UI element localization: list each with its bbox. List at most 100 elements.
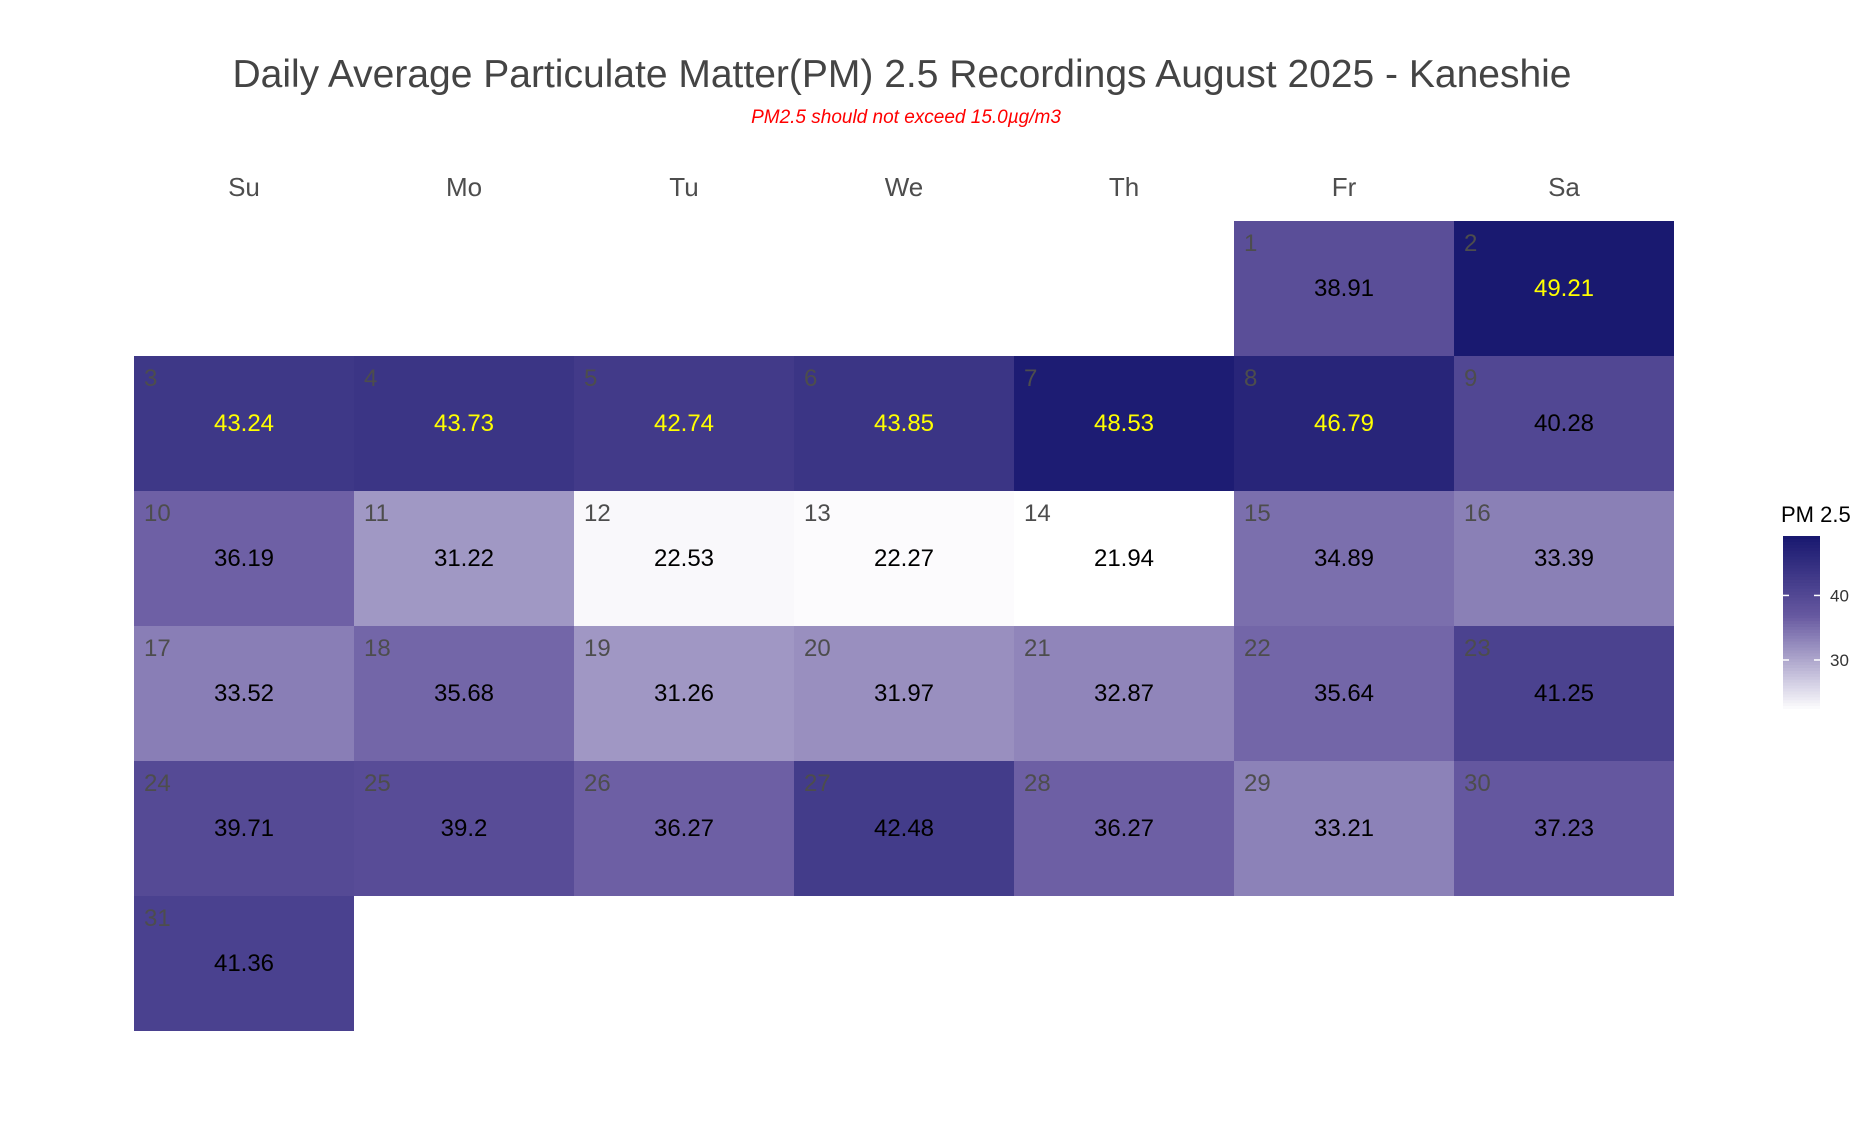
legend-title: PM 2.5 [1781,502,1851,527]
day-value: 43.73 [434,410,494,437]
legend-gradient-step [1783,550,1820,555]
day-cell-fill [574,761,794,896]
day-cell: 24 39.71 [134,761,354,896]
legend-gradient-step [1783,697,1820,701]
day-number: 7 [1024,365,1037,392]
day-value: 35.68 [434,680,494,707]
legend-gradient-step [1783,656,1820,660]
day-cell-fill [134,491,354,626]
day-cell-fill [1234,221,1454,356]
legend-gradient-step [1783,591,1820,596]
day-cell-fill [794,356,1014,491]
day-number: 24 [144,770,171,797]
color-legend: PM 2.5 30 40 [1781,502,1851,713]
day-value: 39.2 [441,815,488,842]
day-cell-fill [794,626,1014,761]
legend-gradient-step [1783,629,1820,634]
legend-gradient-step [1783,682,1820,687]
day-value: 43.85 [874,410,934,437]
legend-gradient-step [1783,700,1820,704]
day-cell: 19 31.26 [574,626,794,761]
day-cell-fill [134,896,354,1031]
day-cell: 11 31.22 [354,491,574,626]
legend-gradient-step [1783,694,1820,698]
weekday-label: Mo [446,172,482,202]
weekday-label: Fr [1332,172,1357,202]
legend-gradient-step [1783,603,1820,607]
day-cell: 443.73 [354,356,574,491]
day-cell-fill [1454,221,1674,356]
day-cell-fill [1014,491,1234,626]
day-number: 22 [1244,635,1271,662]
legend-gradient-step [1783,650,1820,654]
day-cell: 23 41.25 [1454,626,1674,761]
day-value: 38.91 [1314,275,1374,302]
legend-gradient-step [1783,559,1820,563]
day-cell-fill [1234,491,1454,626]
weekday-label: Sa [1548,172,1580,202]
day-number: 17 [144,635,171,662]
day-value: 22.53 [654,545,714,572]
day-cell-fill [1234,761,1454,896]
day-cell: 249.21 [1454,221,1674,356]
day-value: 33.39 [1534,545,1594,572]
legend-gradient-step [1783,577,1820,581]
legend-tick-label: 30 [1830,651,1849,670]
day-cell-fill [134,761,354,896]
legend-tick-label: 40 [1830,586,1849,605]
day-cell: 21 32.87 [1014,626,1234,761]
day-number: 30 [1464,770,1491,797]
day-cell-fill [1454,491,1674,626]
legend-gradient-step [1783,582,1820,587]
legend-gradient-step [1783,571,1820,575]
day-number: 20 [804,635,831,662]
day-number: 1 [1244,230,1257,257]
day-cell-fill [354,761,574,896]
legend-gradient-step [1783,600,1820,605]
day-cell-fill [1454,356,1674,491]
legend-gradient-step [1783,588,1820,593]
weekday-label: Th [1109,172,1139,202]
legend-gradient-step [1783,536,1820,540]
legend-gradient-step [1783,556,1820,561]
day-number: 19 [584,635,611,662]
day-cell: 14 21.94 [1014,491,1234,626]
legend-gradient-step [1783,562,1820,566]
day-cell: 29 33.21 [1234,761,1454,896]
day-cell: 643.85 [794,356,1014,491]
legend-gradient-step [1783,626,1820,631]
day-value: 42.48 [874,815,934,842]
day-value: 36.27 [654,815,714,842]
day-value: 36.27 [1094,815,1154,842]
day-cell: 138.91 [1234,221,1454,356]
day-value: 36.19 [214,545,274,572]
day-cell-fill [1454,761,1674,896]
legend-gradient-step [1783,618,1820,622]
legend-gradient-step [1783,597,1820,602]
legend-gradient-step [1783,544,1820,549]
legend-gradient-step [1783,612,1820,616]
legend-gradient-step [1783,703,1820,707]
legend-gradient-step [1783,580,1820,584]
day-number: 26 [584,770,611,797]
day-number: 12 [584,500,611,527]
day-number: 2 [1464,230,1477,257]
day-cell: 542.74 [574,356,794,491]
day-cell-fill [574,626,794,761]
day-cell-fill [1234,626,1454,761]
day-number: 15 [1244,500,1271,527]
weekday-label: Tu [669,172,698,202]
legend-gradient-step [1783,635,1820,640]
day-cell-fill [794,491,1014,626]
day-value: 37.23 [1534,815,1594,842]
day-cell-fill [354,491,574,626]
legend-gradient-step [1783,665,1820,669]
day-value: 33.52 [214,680,274,707]
day-number: 16 [1464,500,1491,527]
day-value: 49.21 [1534,275,1594,302]
legend-gradient-step [1783,565,1820,569]
legend-gradient-step [1783,538,1820,543]
day-cell: 748.53 [1014,356,1234,491]
day-cell: 17 33.52 [134,626,354,761]
